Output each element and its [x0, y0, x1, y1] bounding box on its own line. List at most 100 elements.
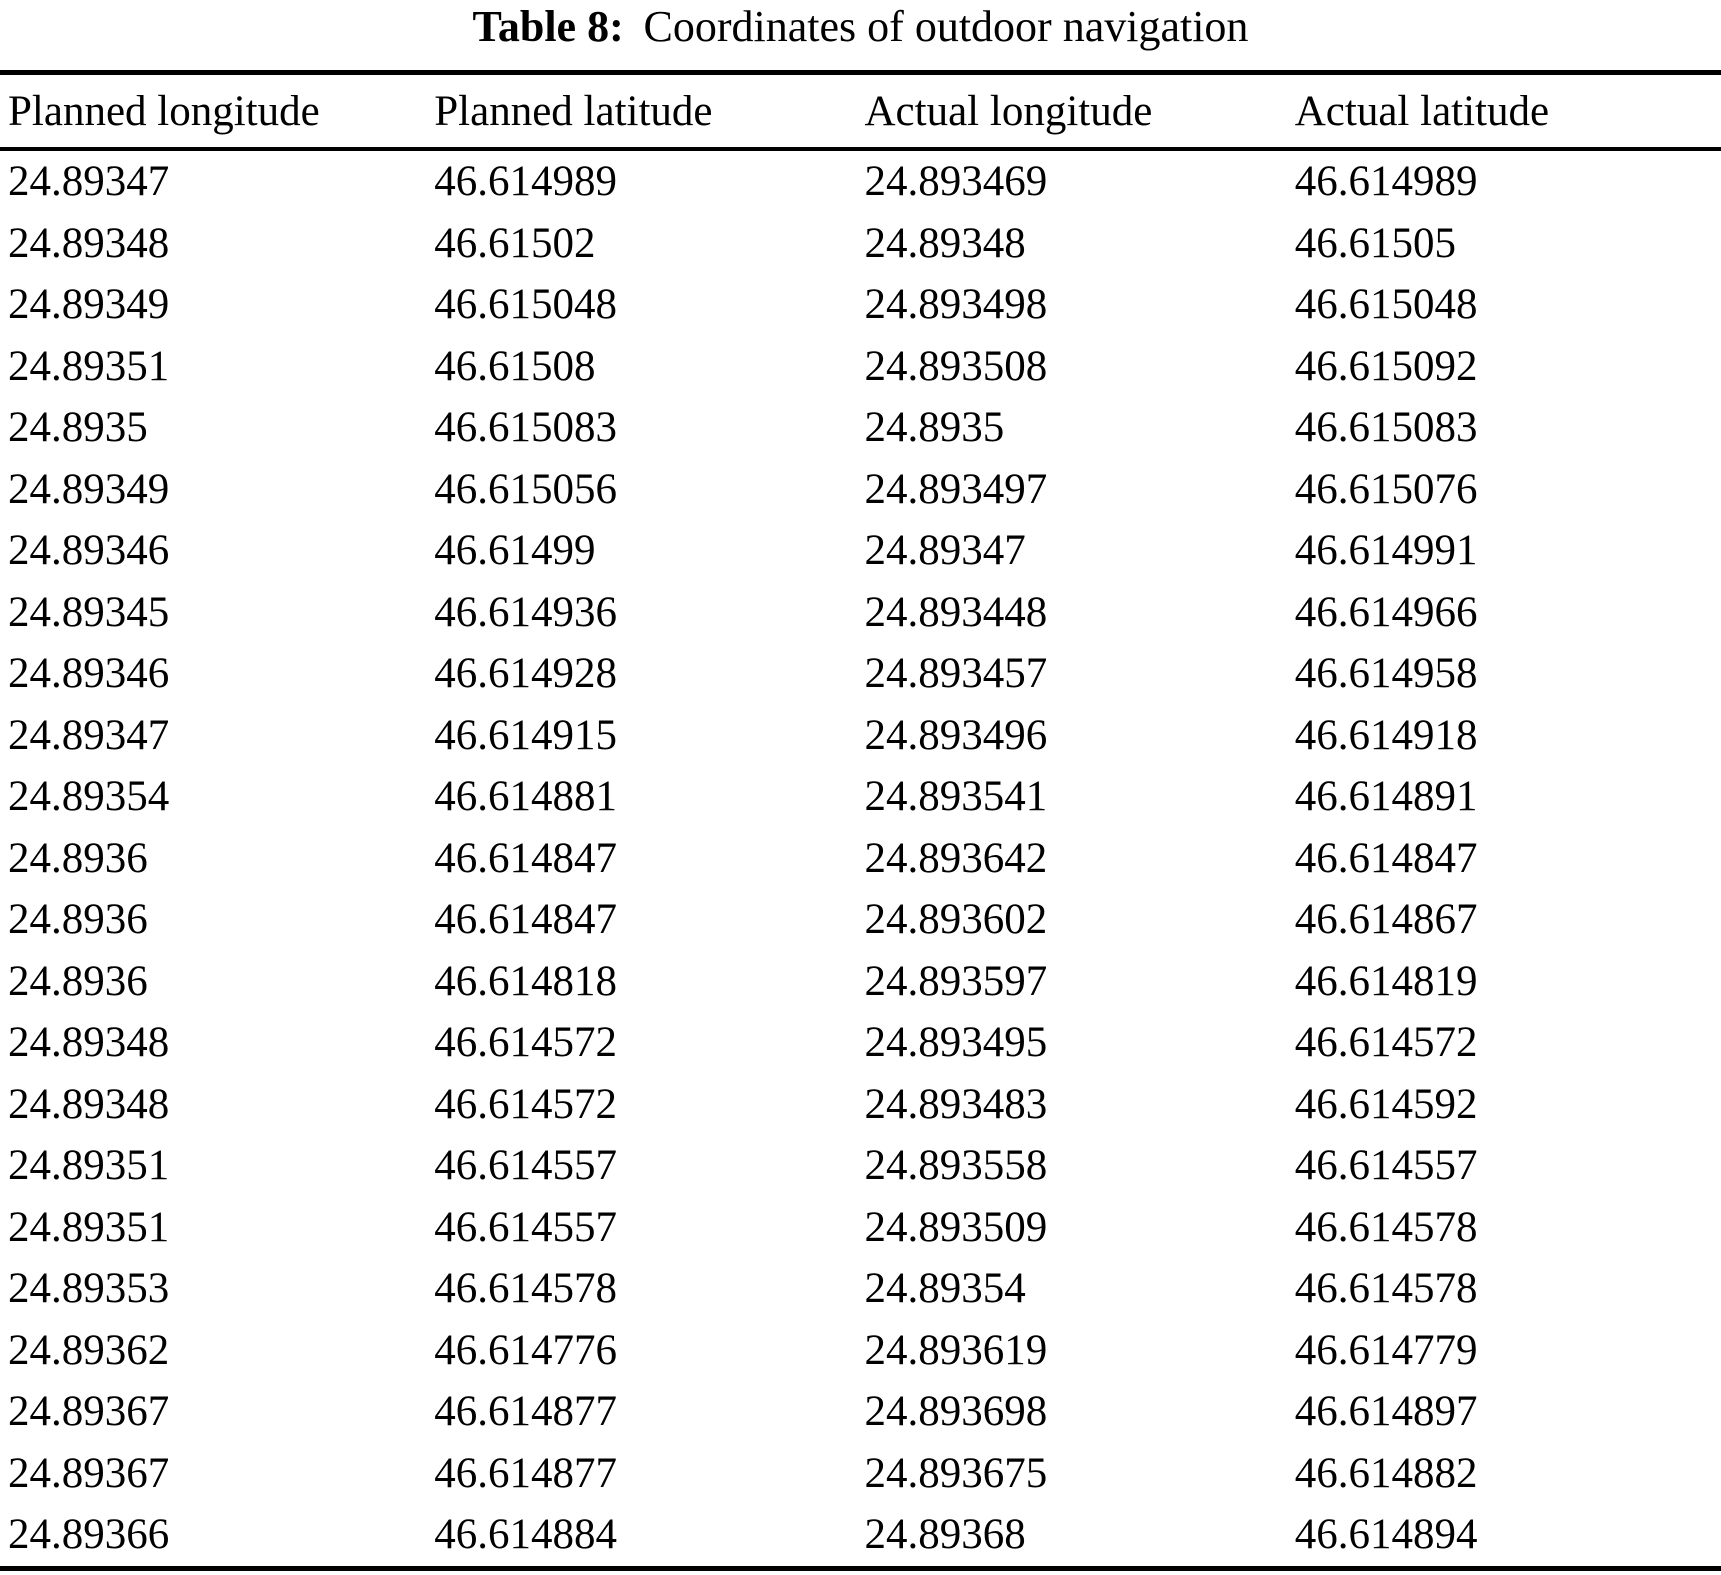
table-cell: 46.614989: [1294, 158, 1478, 206]
table-cell: 46.614847: [434, 896, 617, 944]
table-cell: 24.893558: [864, 1142, 1048, 1190]
table-cell: 46.61502: [434, 219, 596, 267]
table-cell: 24.893469: [864, 158, 1048, 206]
table-cell: 24.89347: [8, 158, 170, 206]
table-row: 24.89348 46.614572 24.893495 46.614572: [0, 1012, 1721, 1074]
table-cell: 24.89346: [8, 527, 170, 575]
table-cell: 24.89348: [864, 219, 1026, 267]
table-cell: 46.614991: [1294, 527, 1478, 575]
table-cell: 46.614989: [434, 158, 617, 206]
table-cell: 46.614578: [1294, 1203, 1478, 1251]
table-cell: 46.614572: [434, 1019, 617, 1067]
header-cell: Actual latitude: [1290, 72, 1721, 151]
table-cell: 46.615083: [434, 404, 617, 452]
table-cell: 46.614572: [434, 1080, 617, 1128]
table-cell: 46.614578: [1294, 1265, 1478, 1313]
table-cell: 46.615083: [1294, 404, 1478, 452]
table-cell: 46.614847: [434, 834, 617, 882]
table-cell: 24.89362: [8, 1326, 170, 1374]
table-cell: 46.61499: [434, 527, 596, 575]
table-cell: 46.614847: [1294, 834, 1478, 882]
table-row: 24.89349 46.615048 24.893498 46.615048: [0, 274, 1721, 336]
table-cell: 46.614867: [1294, 896, 1478, 944]
table-cell: 24.89348: [8, 219, 170, 267]
header-cell: Planned longitude: [0, 72, 431, 151]
table-cell: 46.614958: [1294, 650, 1478, 698]
table-cell: 46.614557: [434, 1142, 617, 1190]
table-cell: 46.614918: [1294, 711, 1478, 759]
table-cell: 24.89345: [8, 588, 170, 636]
table-cell: 46.614884: [434, 1511, 617, 1559]
table-cell: 46.614592: [1294, 1080, 1478, 1128]
table-row: 24.89348 46.614572 24.893483 46.614592: [0, 1074, 1721, 1136]
table-cell: 46.614578: [434, 1265, 617, 1313]
table-cell: 24.89351: [8, 342, 170, 390]
header-row: Planned longitude Planned latitude Actual …: [0, 72, 1721, 151]
table-cell: 24.893497: [864, 465, 1048, 513]
table-row: 24.89347 46.614915 24.893496 46.614918: [0, 705, 1721, 767]
table-cell: 24.89366: [8, 1511, 170, 1559]
table-cell: 46.614897: [1294, 1388, 1478, 1436]
table-cell: 24.8936: [8, 957, 148, 1005]
table-cell: 24.893602: [864, 896, 1048, 944]
table-cell: 24.89354: [864, 1265, 1026, 1313]
table-row: 24.89348 46.61502 24.89348 46.61505: [0, 213, 1721, 275]
table-cell: 46.614881: [434, 773, 617, 821]
table-cell: 46.614936: [434, 588, 617, 636]
table-cell: 24.8935: [864, 404, 1005, 452]
table-cell: 24.89354: [8, 773, 170, 821]
table-cell: 46.61508: [434, 342, 596, 390]
table-cell: 46.614779: [1294, 1326, 1478, 1374]
table-cell: 24.893448: [864, 588, 1048, 636]
table-cell: 46.614882: [1294, 1449, 1478, 1497]
table-cell: 24.8936: [8, 896, 148, 944]
table-cell: 24.893675: [864, 1449, 1048, 1497]
table-row: 24.89346 46.614928 24.893457 46.614958: [0, 643, 1721, 705]
table-cell: 24.893541: [864, 773, 1048, 821]
table-row: 24.89349 46.615056 24.893497 46.615076: [0, 459, 1721, 521]
table-cell: 24.89368: [864, 1511, 1026, 1559]
table-cell: 46.614819: [1294, 957, 1478, 1005]
table-cell: 46.614877: [434, 1388, 617, 1436]
table-cell: 24.89367: [8, 1388, 170, 1436]
table-cell: 24.8936: [8, 834, 148, 882]
table-cell: 46.614557: [434, 1203, 617, 1251]
table-row: 24.8936 46.614847 24.893602 46.614867: [0, 889, 1721, 951]
table-cell: 46.614877: [434, 1449, 617, 1497]
header-cell: Planned latitude: [430, 72, 861, 151]
table-cell: 24.89349: [8, 465, 170, 513]
table-row: 24.89345 46.614936 24.893448 46.614966: [0, 582, 1721, 644]
table-cell: 46.614915: [434, 711, 617, 759]
table-row: 24.89353 46.614578 24.89354 46.614578: [0, 1258, 1721, 1320]
table-cell: 24.893495: [864, 1019, 1048, 1067]
table-cell: 46.614572: [1294, 1019, 1478, 1067]
table-caption: Table 8: Coordinates of outdoor navigatio…: [0, 2, 1721, 53]
table-cell: 46.614818: [434, 957, 617, 1005]
table-cell: 24.89351: [8, 1142, 170, 1190]
table-row: 24.89351 46.614557 24.893509 46.614578: [0, 1197, 1721, 1259]
table-cell: 24.89348: [8, 1080, 170, 1128]
table-row: 24.89362 46.614776 24.893619 46.614779: [0, 1320, 1721, 1382]
table-caption-text: Coordinates of outdoor navigation: [643, 2, 1249, 51]
table-cell: 46.615092: [1294, 342, 1478, 390]
table-body: 24.89347 46.614989 24.893469 46.614989 24.89…: [0, 149, 1721, 1568]
table-cell: 46.614928: [434, 650, 617, 698]
table-cell: 24.89347: [8, 711, 170, 759]
table-cell: 24.893498: [864, 281, 1048, 329]
table-row: 24.8935 46.615083 24.8935 46.615083: [0, 397, 1721, 459]
table-cell: 24.8935: [8, 404, 148, 452]
table-cell: 46.614891: [1294, 773, 1478, 821]
table-cell: 24.89348: [8, 1019, 170, 1067]
table-cell: 24.893509: [864, 1203, 1048, 1251]
table-row: 24.89351 46.614557 24.893558 46.614557: [0, 1135, 1721, 1197]
table-cell: 46.614894: [1294, 1511, 1478, 1559]
table-cell: 24.893483: [864, 1080, 1048, 1128]
table-row: 24.89346 46.61499 24.89347 46.614991: [0, 520, 1721, 582]
table-row: 24.89367 46.614877 24.893698 46.614897: [0, 1381, 1721, 1443]
table-cell: 46.615056: [434, 465, 617, 513]
table-cell: 46.614776: [434, 1326, 617, 1374]
table-cell: 46.614557: [1294, 1142, 1478, 1190]
table-cell: 24.893496: [864, 711, 1048, 759]
table-cell: 24.89353: [8, 1265, 170, 1313]
